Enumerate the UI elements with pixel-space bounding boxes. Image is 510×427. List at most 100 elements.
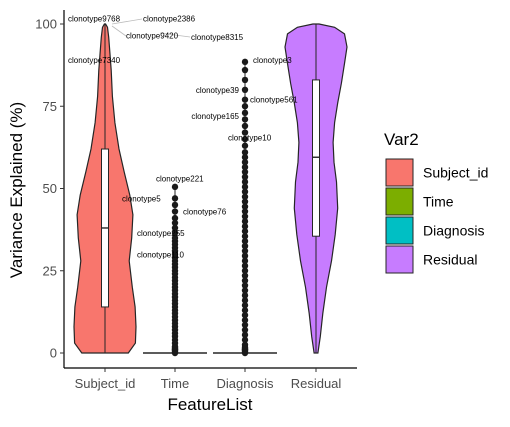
outlier-point <box>241 237 249 245</box>
legend: Var2 Subject_id Time Diagnosis Residual <box>384 130 488 274</box>
annotation-label: clonotype3 <box>253 56 292 65</box>
outlier-point <box>241 316 249 324</box>
outlier-point <box>241 109 249 117</box>
outlier-point <box>241 158 249 166</box>
annotation-label: clonotype9768 <box>68 14 121 23</box>
annotations: clonotype9768 clonotype2386 clonotype9420 c… <box>68 14 298 259</box>
legend-label: Time <box>423 194 454 210</box>
outlier-point <box>241 247 249 255</box>
outlier-point <box>241 178 249 186</box>
legend-key <box>385 187 414 216</box>
outlier-point <box>241 272 249 279</box>
annotation-label: clonotype10 <box>228 134 272 143</box>
outlier-point <box>241 267 249 274</box>
annotation-label: clonotype7340 <box>68 56 121 65</box>
outlier-point <box>241 344 249 351</box>
outlier-point <box>241 213 249 220</box>
outlier-point <box>241 257 249 265</box>
outlier-point <box>241 302 249 309</box>
x-tick-label: Residual <box>291 376 342 391</box>
outlier-point <box>241 277 249 284</box>
outlier-point <box>241 262 249 270</box>
annotation-label: clonotype561 <box>250 96 298 105</box>
legend-key <box>385 216 414 245</box>
y-tick-label: 100 <box>35 17 57 32</box>
violin-group-subject-id <box>73 23 137 354</box>
outlier-point <box>241 188 249 195</box>
outlier-point <box>241 326 249 334</box>
outlier-point <box>241 149 249 156</box>
annotation-label: clonotype2386 <box>143 14 196 23</box>
legend-title: Var2 <box>384 130 419 149</box>
annotation-label: clonotype39 <box>196 86 240 95</box>
outlier-point <box>241 331 249 339</box>
legend-entry-residual: Residual <box>385 245 477 274</box>
outlier-point <box>241 223 249 230</box>
outlier-point <box>241 122 249 130</box>
outlier-point <box>241 321 249 329</box>
outlier-point <box>241 76 249 84</box>
outlier-point <box>171 195 179 202</box>
outlier-point <box>171 224 179 232</box>
x-axis-title: FeatureList <box>167 395 252 414</box>
outlier-point <box>241 292 249 299</box>
outlier-point <box>241 228 249 235</box>
x-tick-label: Time <box>161 376 189 391</box>
outlier-point <box>241 307 249 314</box>
outlier-point <box>241 103 249 110</box>
y-tick-label: 0 <box>50 346 57 361</box>
box-iqr <box>312 79 320 237</box>
outlier-point <box>241 154 249 161</box>
annotation-label: clonotype221 <box>156 175 204 184</box>
outlier-point <box>241 96 249 103</box>
outlier-point <box>241 218 249 225</box>
outlier-point <box>171 214 179 222</box>
annotation-label: clonotype8315 <box>191 33 244 42</box>
outlier-point <box>241 142 249 149</box>
legend-key <box>385 245 414 274</box>
outlier-point <box>241 198 249 205</box>
outlier-point <box>241 311 249 319</box>
y-tick-label: 75 <box>43 99 57 114</box>
legend-label: Diagnosis <box>423 223 484 239</box>
leader-line <box>159 32 191 38</box>
outlier-point <box>241 208 249 215</box>
outlier-point <box>241 183 249 191</box>
outlier-point <box>241 297 249 304</box>
legend-entry-diagnosis: Diagnosis <box>385 216 484 245</box>
outlier-point <box>241 168 249 176</box>
x-tick-label: Subject_id <box>75 376 136 391</box>
outlier-point <box>241 135 249 143</box>
annotation-label: clonotype76 <box>183 208 227 217</box>
violin-group-diagnosis <box>213 58 277 357</box>
outlier-point <box>241 163 249 171</box>
annotation-label: clonotype110 <box>137 250 185 259</box>
plot-area: clonotype9768 clonotype2386 clonotype9420 c… <box>68 14 348 357</box>
outlier-point <box>171 229 179 237</box>
axes: FeatureList Variance Explained (%) 0 25 50… <box>7 10 357 414</box>
legend-key <box>385 158 414 187</box>
y-tick-label: 25 <box>43 263 57 278</box>
leader-line <box>111 25 127 37</box>
outlier-point <box>241 287 249 294</box>
outlier-point <box>241 173 249 181</box>
outlier-point <box>171 201 179 209</box>
outlier-point <box>241 193 249 200</box>
annotation-label: clonotype165 <box>191 112 239 121</box>
annotation-leaders <box>111 18 191 38</box>
outlier-point <box>241 252 249 260</box>
legend-entry-time: Time <box>385 187 454 216</box>
leader-line <box>111 18 143 25</box>
outlier-point <box>171 208 179 215</box>
annotation-label: clonotype255 <box>137 229 185 238</box>
outlier-point <box>241 58 249 66</box>
outlier-point <box>171 344 179 351</box>
outlier-point <box>171 183 179 191</box>
legend-label: Subject_id <box>423 165 488 181</box>
x-tick-label: Diagnosis <box>216 376 274 391</box>
outlier-point <box>241 86 249 94</box>
outlier-point <box>241 66 249 74</box>
violin-group-time <box>143 183 207 357</box>
